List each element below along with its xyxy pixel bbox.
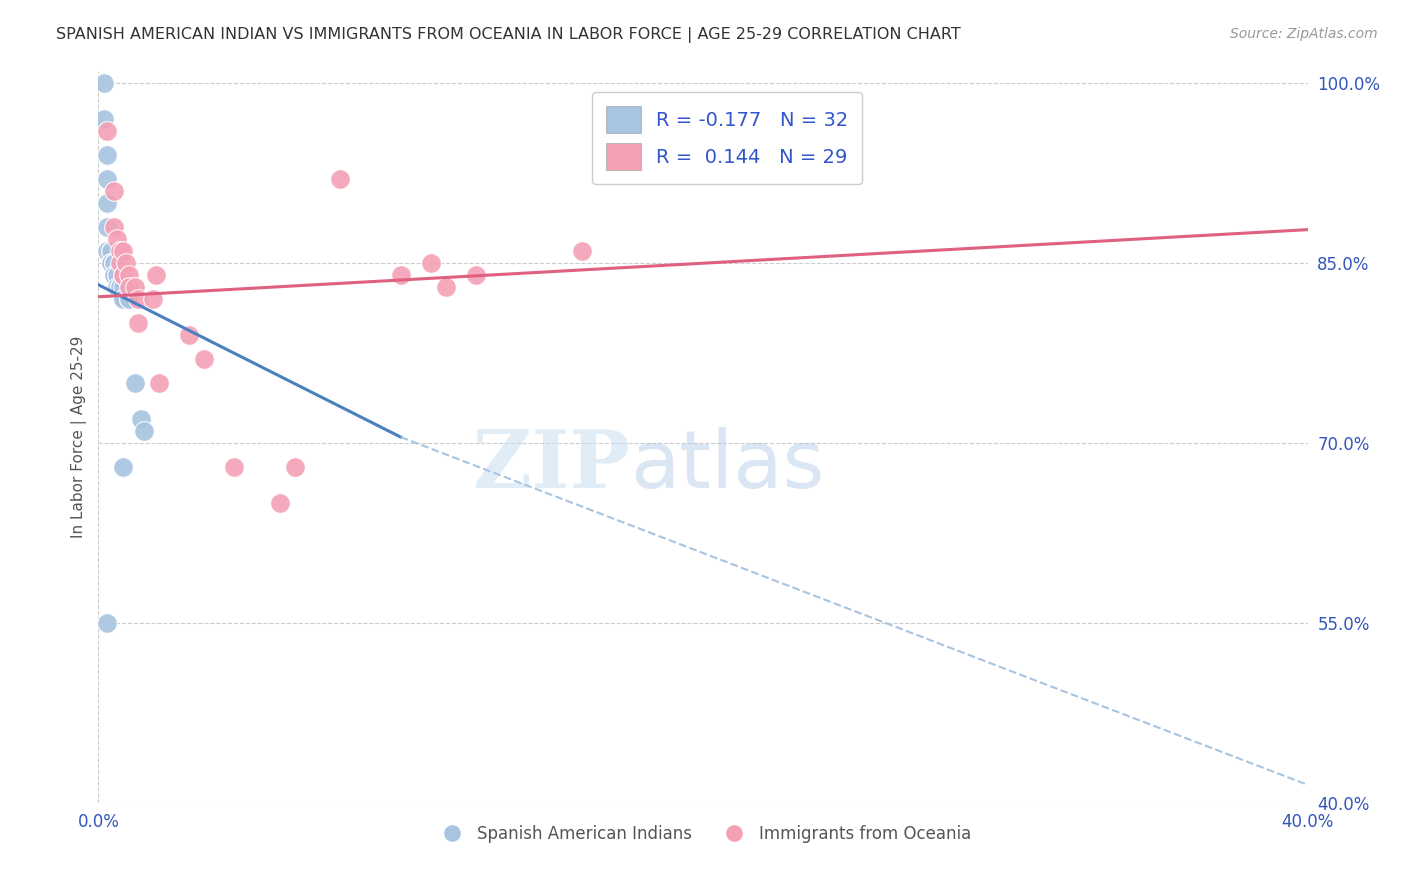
Point [148,376,170,391]
Point [103,268,125,283]
Point [96,615,118,630]
Point [179,328,201,343]
Point [269,496,291,510]
Point [420,256,443,270]
Point [93,112,115,127]
Point [108,256,131,270]
Point [103,256,125,270]
Point [111,292,134,306]
Point [96,220,118,235]
Point [108,244,131,259]
Text: atlas: atlas [630,427,825,506]
Point [108,280,131,294]
Point [103,220,125,235]
Point [118,292,141,306]
Point [193,352,215,367]
Point [111,460,134,475]
Point [118,268,141,283]
Point [111,292,134,306]
Point [105,280,128,294]
Point [142,292,165,306]
Text: ZIP: ZIP [474,427,630,506]
Point [100,256,122,270]
Point [329,172,352,186]
Point [114,256,136,270]
Point [434,280,457,294]
Point [108,280,131,294]
Point [465,268,488,283]
Point [96,172,118,186]
Point [118,292,141,306]
Point [124,376,146,391]
Point [389,268,412,283]
Point [111,280,134,294]
Legend: Spanish American Indians, Immigrants from Oceania: Spanish American Indians, Immigrants fro… [429,818,977,849]
Point [224,460,246,475]
Point [96,148,118,162]
Point [100,244,122,259]
Point [105,232,128,246]
Point [118,280,141,294]
Point [100,256,122,270]
Point [111,244,134,259]
Point [571,244,593,259]
Point [127,316,149,330]
Point [103,256,125,270]
Point [284,460,307,475]
Point [132,424,155,438]
Y-axis label: In Labor Force | Age 25-29: In Labor Force | Age 25-29 [72,336,87,538]
Text: SPANISH AMERICAN INDIAN VS IMMIGRANTS FROM OCEANIA IN LABOR FORCE | AGE 25-29 CO: SPANISH AMERICAN INDIAN VS IMMIGRANTS FR… [56,27,960,43]
Point [103,184,125,198]
Point [96,244,118,259]
Point [111,268,134,283]
Point [145,268,167,283]
Point [103,268,125,283]
Point [124,280,146,294]
Point [129,412,152,426]
Point [96,124,118,138]
Point [93,76,115,90]
Text: Source: ZipAtlas.com: Source: ZipAtlas.com [1230,27,1378,41]
Point [111,268,134,283]
Point [105,268,128,283]
Point [105,268,128,283]
Point [108,280,131,294]
Point [127,292,149,306]
Point [100,244,122,259]
Point [96,196,118,211]
Point [103,268,125,283]
